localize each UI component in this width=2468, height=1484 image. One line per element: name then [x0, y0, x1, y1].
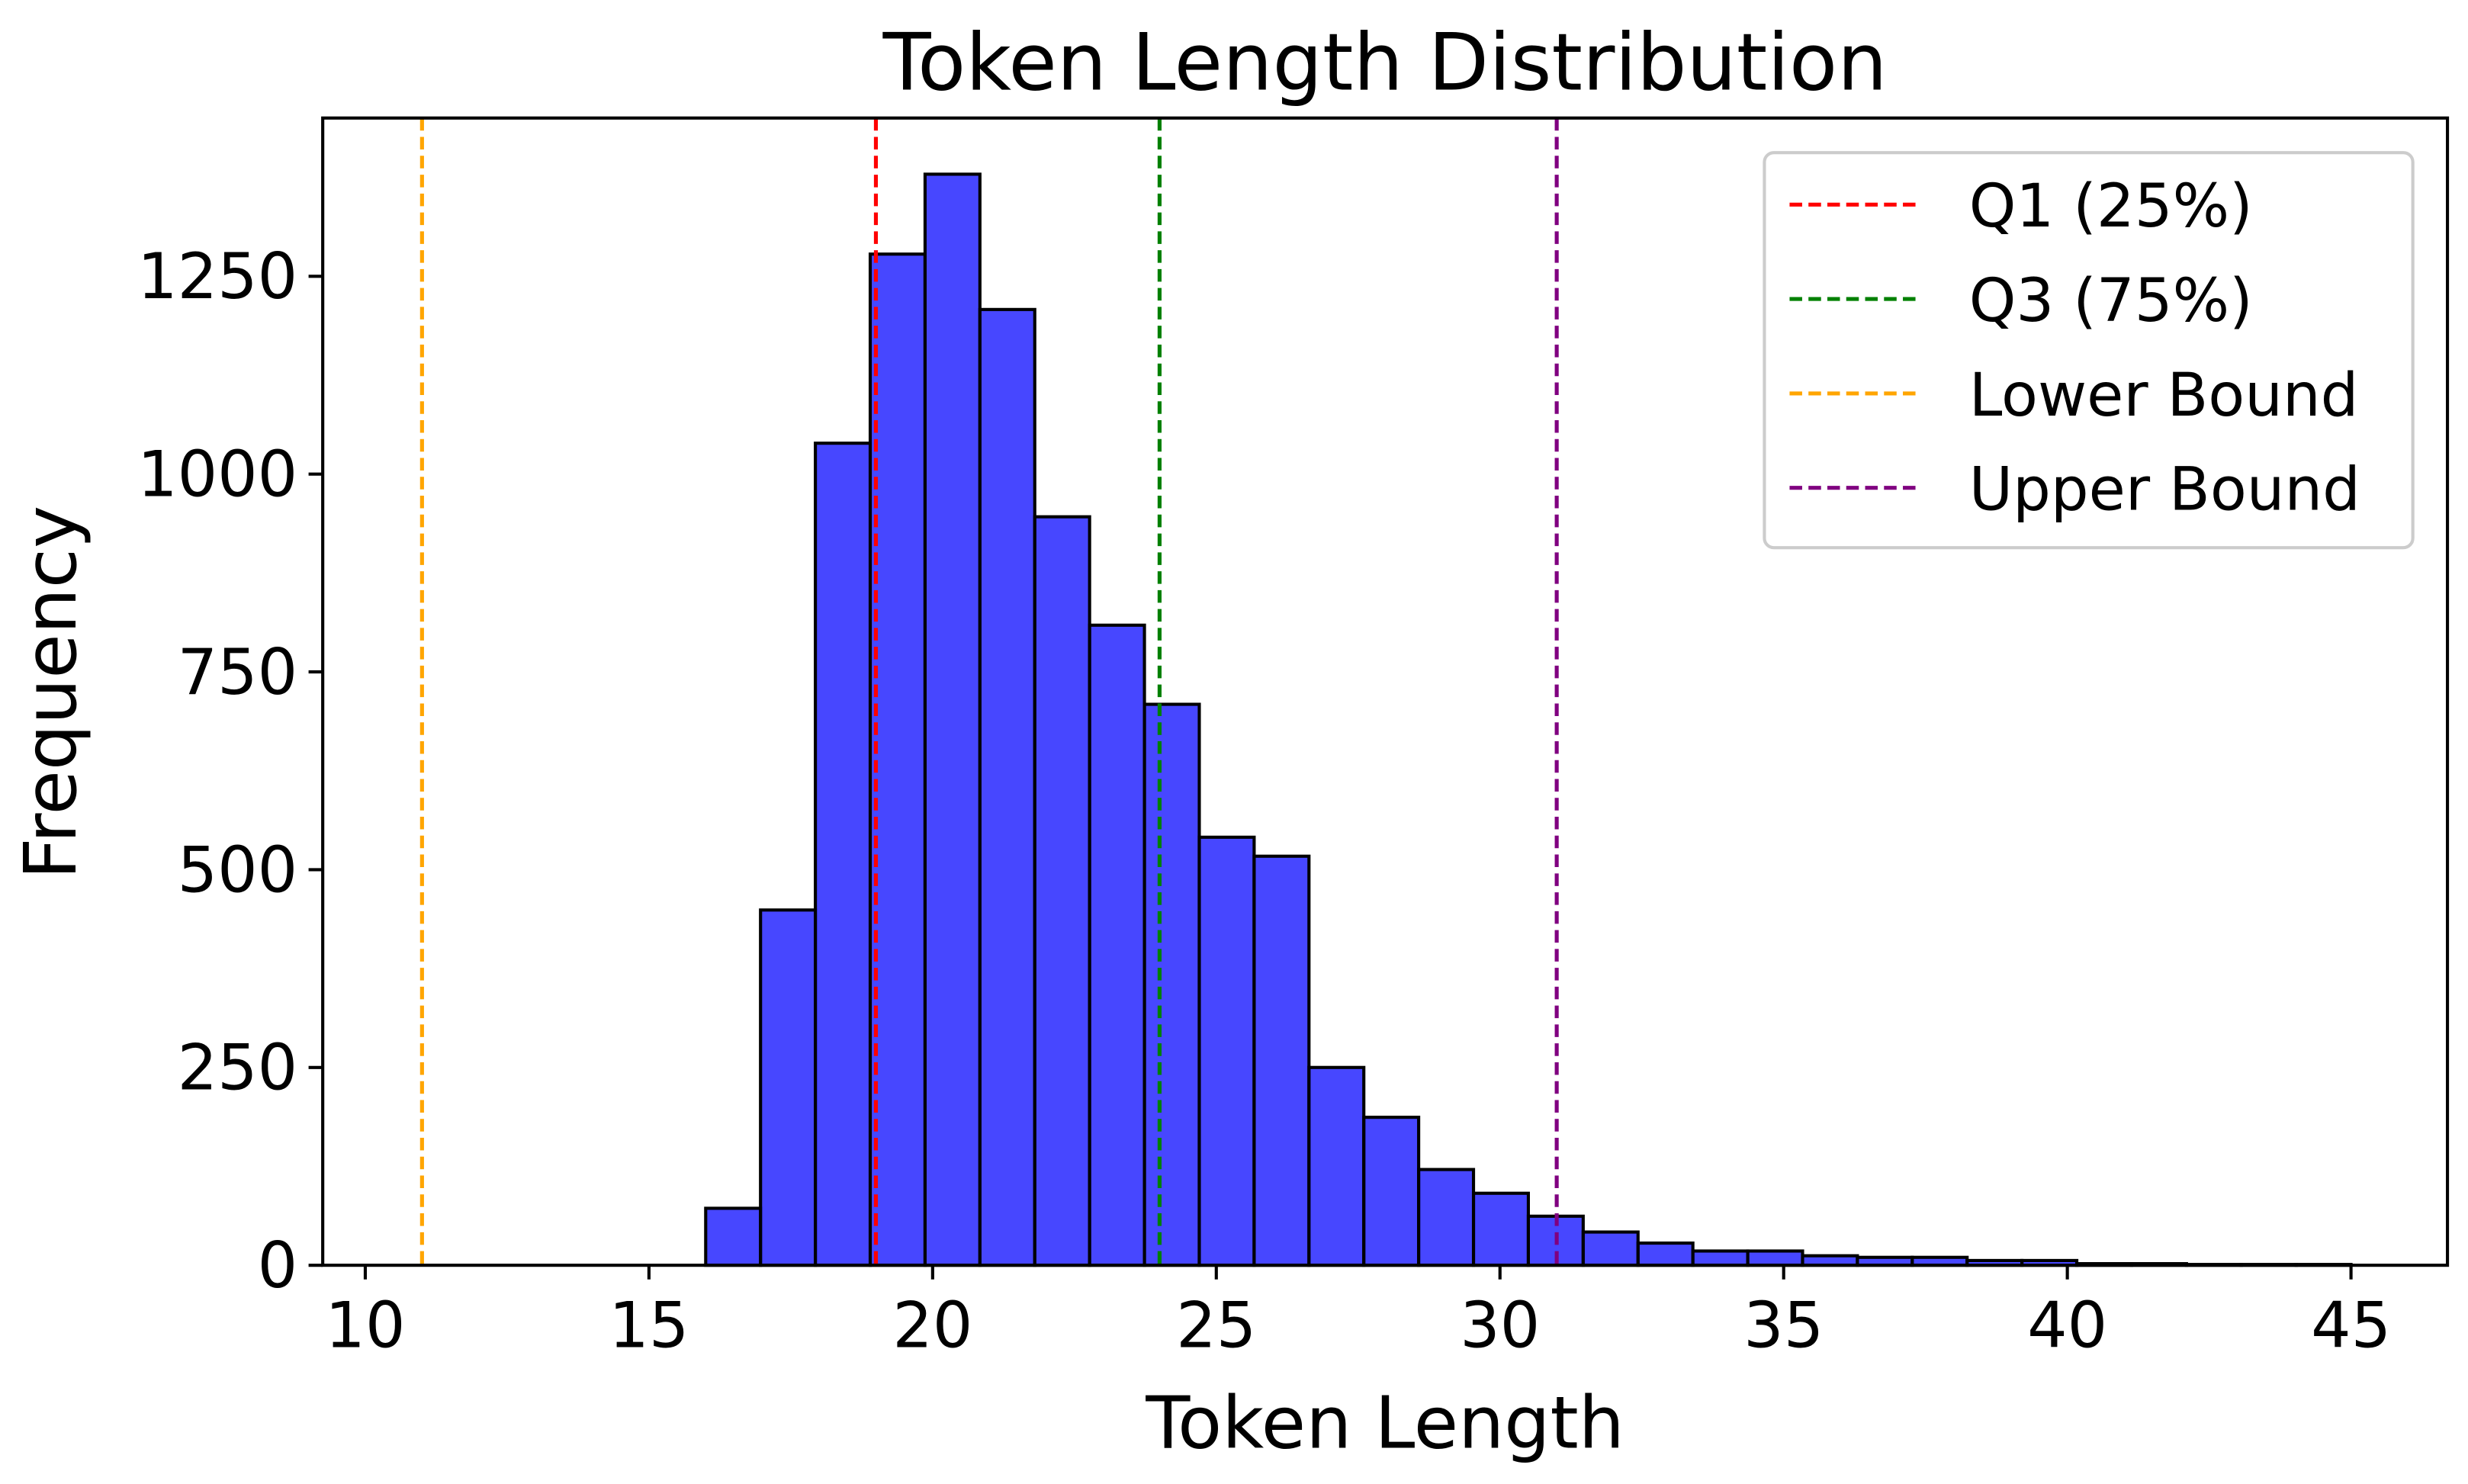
- y-tick-label: 500: [178, 834, 298, 907]
- histogram-bar: [1033, 515, 1091, 1267]
- histogram-bar: [1362, 1116, 1421, 1267]
- x-tick-label: 35: [1743, 1289, 1824, 1362]
- histogram-bar: [1197, 835, 1256, 1267]
- histogram-bar: [1142, 702, 1201, 1267]
- x-tick-label: 30: [1460, 1289, 1540, 1362]
- plot-area-frame: [321, 116, 2450, 1267]
- y-tick-label: 1250: [137, 240, 297, 313]
- histogram-bar: [1691, 1249, 1750, 1267]
- histogram-bar: [1252, 854, 1311, 1267]
- y-tick-label: 750: [178, 636, 298, 709]
- x-tick-label: 40: [2027, 1289, 2107, 1362]
- histogram-bar: [1581, 1230, 1640, 1267]
- histogram-bar: [814, 442, 872, 1267]
- histogram-bar: [759, 908, 818, 1267]
- legend-label: Lower Bound: [1969, 361, 2359, 430]
- histogram-bar: [704, 1206, 763, 1267]
- x-tick-label: 20: [892, 1289, 972, 1362]
- legend-box: [1763, 151, 2415, 550]
- x-tick-label: 25: [1176, 1289, 1256, 1362]
- legend-label: Q3 (75%): [1969, 266, 2253, 336]
- histogram-bar: [1088, 623, 1146, 1267]
- histogram-bar: [1307, 1065, 1366, 1267]
- histogram-bar: [1417, 1168, 1476, 1267]
- legend-label: Upper Bound: [1969, 455, 2360, 525]
- x-tick-label: 10: [325, 1289, 405, 1362]
- histogram-bar: [923, 172, 982, 1267]
- x-axis-label: Token Length: [1145, 1382, 1624, 1466]
- histogram-bar: [1746, 1249, 1804, 1267]
- y-tick-label: 250: [178, 1032, 298, 1105]
- chart-title: Token Length Distribution: [882, 18, 1888, 109]
- histogram-bar: [1636, 1241, 1695, 1267]
- histogram-bar: [868, 252, 927, 1267]
- legend-label: Q1 (25%): [1969, 172, 2253, 241]
- x-tick-label: 45: [2311, 1289, 2391, 1362]
- x-tick-label: 15: [609, 1289, 689, 1362]
- legend: Q1 (25%) Q3 (75%) Lower Bound Upper Bound: [1763, 151, 2415, 550]
- histogram-bar: [978, 307, 1036, 1267]
- y-tick-label: 0: [258, 1229, 298, 1303]
- y-tick-label: 1000: [137, 438, 297, 512]
- y-axis-label: Frequency: [9, 506, 93, 879]
- histogram-bar: [1471, 1191, 1531, 1267]
